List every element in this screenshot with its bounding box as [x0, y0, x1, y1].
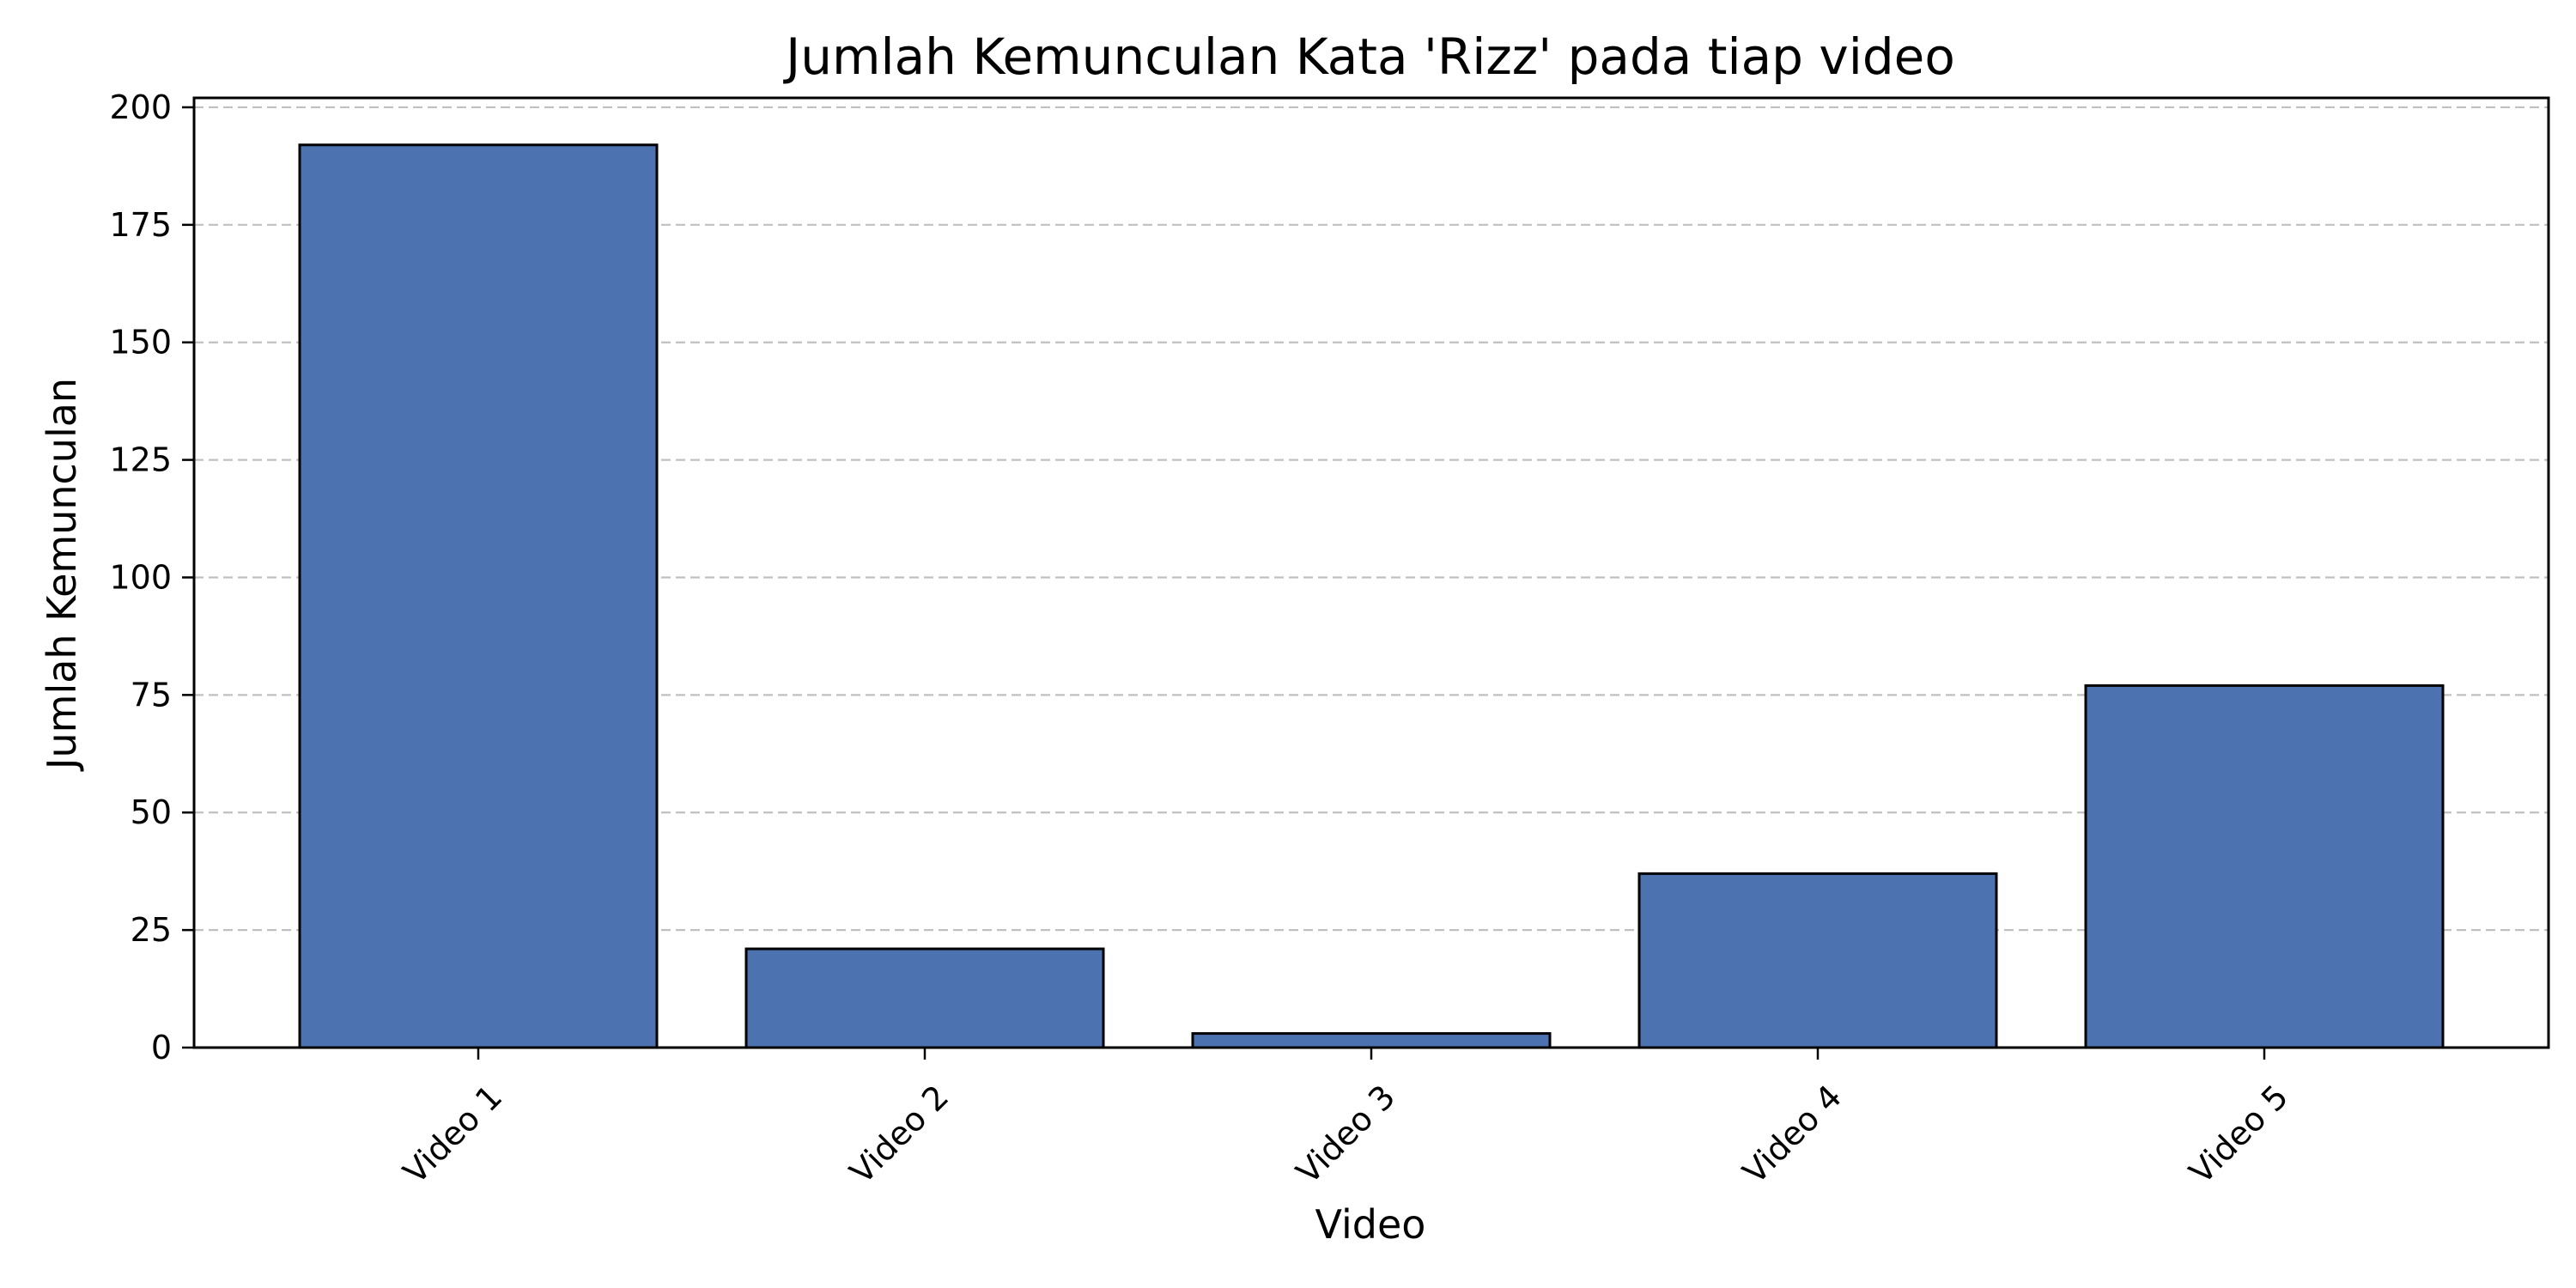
y-tick-label: 100	[109, 558, 172, 596]
y-tick-label: 50	[131, 793, 172, 831]
y-tick-label: 25	[131, 911, 172, 949]
y-axis: 0 25 50 75 100 125 150 175 200	[109, 88, 194, 1066]
bar	[1637, 872, 1998, 1049]
bar	[298, 143, 659, 1049]
y-tick-label: 125	[109, 441, 172, 479]
y-axis-label: Jumlah Kemunculan	[39, 378, 85, 772]
y-tick-label: 150	[109, 324, 172, 361]
y-tick-label: 75	[131, 676, 172, 714]
y-tick-label: 0	[151, 1029, 172, 1066]
bar	[1191, 1032, 1552, 1049]
bar	[2084, 683, 2445, 1049]
y-tick-label: 200	[109, 88, 172, 126]
bar	[744, 947, 1105, 1049]
chart-title: Jumlah Kemunculan Kata 'Rizz' pada tiap …	[783, 27, 1955, 86]
y-tick-label: 175	[109, 206, 172, 244]
x-axis-label: Video	[1315, 1201, 1426, 1248]
bars	[298, 143, 2445, 1049]
